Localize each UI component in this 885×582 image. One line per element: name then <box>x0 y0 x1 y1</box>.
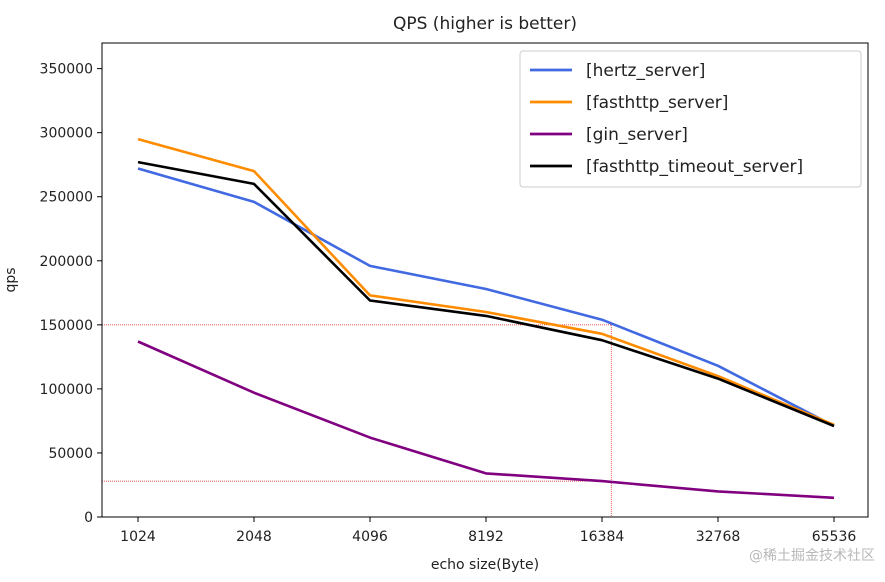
y-tick-label: 0 <box>84 510 93 526</box>
x-tick-label: 65536 <box>812 529 857 545</box>
y-tick-label: 300000 <box>40 126 93 142</box>
legend-label: [fasthttp_timeout_server] <box>586 157 803 177</box>
chart-title: QPS (higher is better) <box>393 14 577 34</box>
series-line-fasthttp-server <box>137 137 835 426</box>
y-tick-label: 250000 <box>40 190 93 206</box>
legend: [hertz_server] [fasthttp_server] [gin_serv… <box>519 50 862 188</box>
series-line-hertz-server <box>137 167 835 428</box>
x-tick-label: 2048 <box>236 529 272 545</box>
x-axis: 1024 2048 4096 8192 16384 32768 65536 <box>120 517 856 545</box>
y-tick-label: 350000 <box>40 62 93 78</box>
legend-label: [gin_server] <box>586 125 688 145</box>
x-axis-title: echo size(Byte) <box>431 557 539 573</box>
series-lines <box>137 137 835 500</box>
x-tick-label: 1024 <box>120 529 156 545</box>
x-tick-label: 16384 <box>580 529 625 545</box>
series-line-gin-server <box>137 340 835 500</box>
plot-frame <box>101 42 869 518</box>
y-axis-title: qps <box>3 267 19 292</box>
watermark: @稀土掘金技术社区 <box>749 548 875 564</box>
y-tick-label: 150000 <box>40 318 93 334</box>
x-tick-label: 32768 <box>696 529 741 545</box>
legend-label: [fasthttp_server] <box>586 93 728 113</box>
legend-box <box>519 50 862 188</box>
y-tick-label: 50000 <box>48 446 93 462</box>
y-tick-label: 200000 <box>40 254 93 270</box>
legend-label: [hertz_server] <box>586 61 705 81</box>
annotation-lines <box>102 322 612 517</box>
x-tick-label: 4096 <box>352 529 388 545</box>
y-tick-label: 100000 <box>40 382 93 398</box>
series-line-fasthttp-timeout-server <box>137 160 835 428</box>
y-axis: 0 50000 100000 150000 200000 250000 300000 3500… <box>40 62 102 526</box>
x-tick-label: 8192 <box>468 529 504 545</box>
